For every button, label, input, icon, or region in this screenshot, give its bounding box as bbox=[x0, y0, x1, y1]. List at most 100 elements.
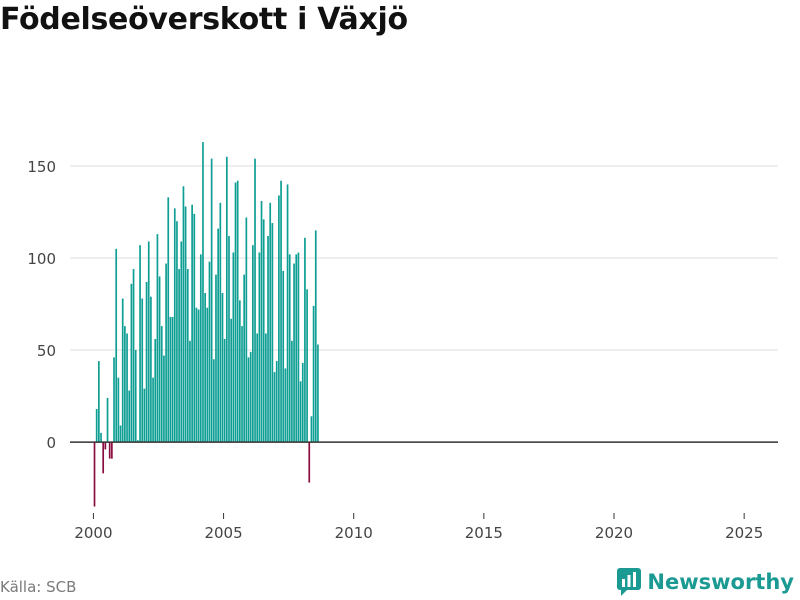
bar bbox=[260, 200, 263, 443]
bar bbox=[141, 298, 144, 443]
bar bbox=[215, 274, 217, 443]
bar bbox=[106, 397, 109, 443]
bar bbox=[228, 235, 230, 443]
newsworthy-logo-icon bbox=[617, 568, 642, 596]
bar bbox=[280, 180, 282, 443]
bar bbox=[204, 292, 206, 443]
bar bbox=[217, 228, 219, 443]
bar bbox=[258, 252, 261, 443]
bar bbox=[223, 339, 226, 443]
bar bbox=[158, 276, 161, 443]
bar bbox=[202, 142, 204, 443]
bar bbox=[145, 281, 148, 443]
bar bbox=[306, 289, 308, 443]
bar bbox=[208, 261, 211, 443]
bar bbox=[132, 269, 135, 443]
bar bbox=[160, 326, 163, 443]
bar bbox=[299, 381, 302, 443]
bar bbox=[134, 350, 137, 443]
x-axis: 2000 2005 2010 2015 2020 2025 bbox=[74, 513, 763, 542]
bar bbox=[121, 298, 124, 443]
bar bbox=[282, 270, 285, 443]
bar bbox=[284, 368, 287, 443]
x-tick-label: 2000 bbox=[74, 524, 112, 542]
bar bbox=[104, 442, 107, 450]
bar bbox=[126, 333, 128, 443]
y-tick-label: 150 bbox=[27, 158, 56, 176]
brand-logo[interactable]: Newsworthy bbox=[617, 568, 794, 596]
bar bbox=[184, 206, 187, 443]
brand-name: Newsworthy bbox=[647, 570, 794, 594]
bar bbox=[182, 186, 185, 443]
bar bbox=[128, 390, 131, 443]
bar bbox=[247, 357, 250, 443]
bar bbox=[254, 158, 256, 443]
y-tick-label: 0 bbox=[46, 434, 56, 452]
bar bbox=[115, 248, 118, 443]
y-tick-label: 100 bbox=[27, 250, 56, 268]
bar bbox=[178, 269, 180, 443]
bar bbox=[256, 333, 259, 443]
bar bbox=[152, 377, 154, 443]
bar bbox=[171, 316, 174, 443]
bar bbox=[275, 361, 278, 443]
bar bbox=[262, 219, 265, 443]
bar bbox=[193, 213, 196, 443]
source-label: Källa: SCB bbox=[0, 578, 77, 596]
bar bbox=[163, 355, 165, 443]
y-axis-labels: 0 50 100 150 bbox=[27, 158, 56, 452]
bar bbox=[156, 234, 159, 443]
x-tick-label: 2005 bbox=[204, 524, 242, 542]
bar bbox=[100, 432, 102, 443]
bar bbox=[301, 362, 304, 443]
bar bbox=[230, 318, 233, 443]
bar bbox=[186, 269, 189, 443]
bar bbox=[102, 442, 105, 474]
bar bbox=[93, 442, 96, 507]
bar bbox=[245, 217, 248, 443]
bar bbox=[238, 300, 241, 443]
bar bbox=[143, 388, 146, 443]
bar bbox=[98, 361, 100, 443]
chart-title: Födelseöverskott i Växjö bbox=[0, 2, 408, 37]
bar bbox=[165, 263, 167, 443]
bar bbox=[119, 425, 122, 443]
bar bbox=[249, 351, 252, 443]
bar bbox=[310, 416, 313, 443]
bar bbox=[150, 296, 152, 443]
x-tick-label: 2010 bbox=[335, 524, 373, 542]
bar bbox=[180, 241, 183, 443]
bar bbox=[199, 254, 202, 443]
bar bbox=[243, 274, 246, 443]
bar bbox=[206, 307, 209, 443]
bar bbox=[154, 339, 157, 443]
bar bbox=[265, 333, 267, 443]
bar bbox=[225, 156, 228, 443]
bar bbox=[111, 442, 113, 459]
y-tick-label: 50 bbox=[37, 342, 56, 360]
bar bbox=[291, 340, 293, 443]
bar bbox=[173, 208, 176, 443]
bars bbox=[93, 142, 319, 507]
bar bbox=[286, 184, 289, 443]
bar bbox=[232, 252, 235, 443]
bar bbox=[312, 305, 315, 443]
bar bbox=[317, 344, 319, 443]
bar bbox=[267, 235, 269, 443]
bar bbox=[189, 340, 191, 443]
bar bbox=[308, 442, 311, 483]
bar bbox=[252, 245, 254, 443]
bar bbox=[219, 202, 222, 443]
bar bbox=[113, 357, 115, 443]
bar bbox=[137, 440, 139, 443]
bar bbox=[236, 180, 239, 443]
bar bbox=[117, 377, 120, 443]
bar bbox=[221, 292, 224, 443]
bar bbox=[288, 254, 291, 443]
bar bbox=[271, 223, 274, 443]
bar bbox=[210, 158, 213, 443]
x-tick-label: 2015 bbox=[465, 524, 503, 542]
bar bbox=[130, 283, 133, 443]
bar bbox=[278, 195, 280, 443]
bar bbox=[95, 408, 98, 443]
